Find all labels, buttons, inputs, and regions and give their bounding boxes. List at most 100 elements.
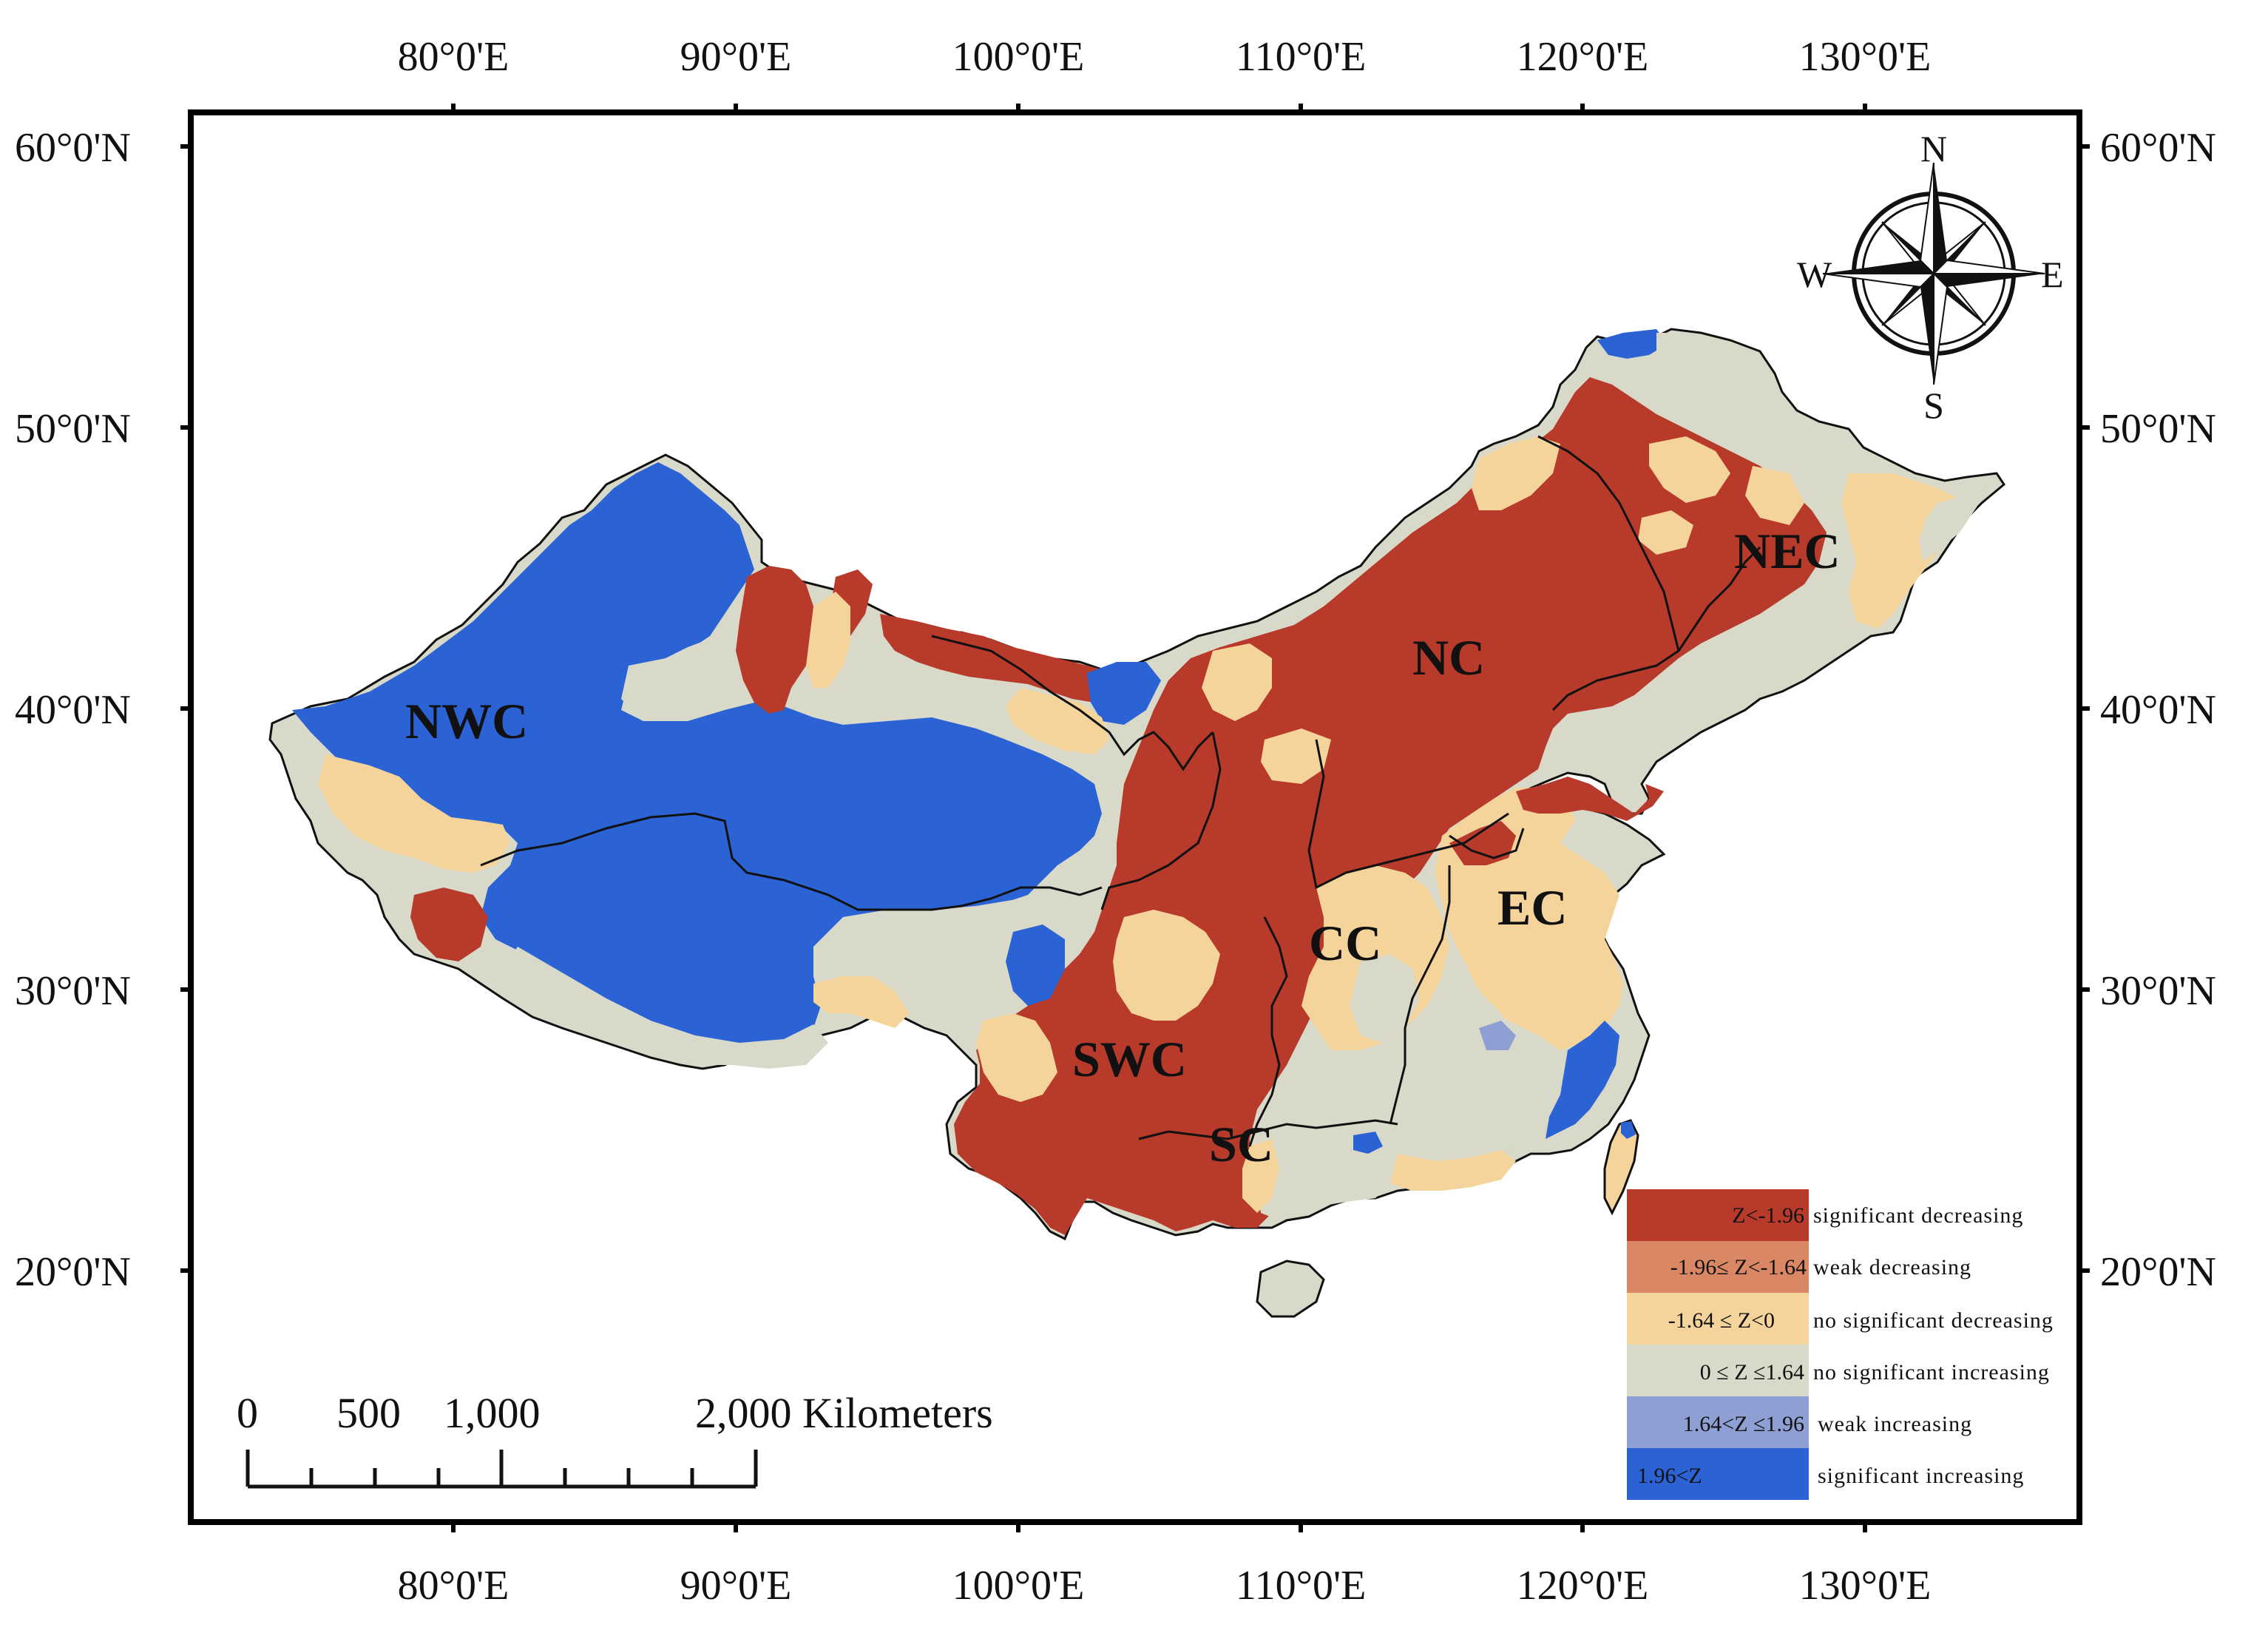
scale-label-500: 500 (336, 1389, 401, 1437)
boundary-cc-swc (1248, 916, 1288, 1147)
taiwan-island (1603, 1119, 1639, 1216)
boundary-cc-ec (1389, 865, 1451, 1125)
zone-sig-dec-shandong (1516, 777, 1664, 821)
legend-swatch-sig-inc (1627, 1448, 1809, 1500)
legend-swatch-sig-dec (1627, 1189, 1809, 1241)
longitude-labels-top: 80°0'E 90°0'E 100°0'E 110°0'E 120°0'E 13… (398, 34, 1932, 80)
region-label-nc: NC (1412, 629, 1485, 686)
scale-label-0: 0 (237, 1389, 258, 1437)
lat-label-left: 60°0'N (15, 125, 131, 171)
lat-label-right: 60°0'N (2100, 125, 2216, 171)
lon-label-bottom: 100°0'E (952, 1563, 1085, 1609)
latitude-labels-left: 60°0'N 50°0'N 40°0'N 30°0'N 20°0'N (15, 125, 131, 1295)
lat-label-left: 50°0'N (15, 406, 131, 452)
lon-label-bottom: 120°0'E (1517, 1563, 1649, 1609)
longitude-labels-bottom: 80°0'E 90°0'E 100°0'E 110°0'E 120°0'E 13… (398, 1563, 1932, 1609)
lat-label-left: 40°0'N (15, 687, 131, 733)
latitude-ticks (180, 144, 2090, 1273)
legend-item: 0 ≤ Z ≤1.64 no significant increasing (1627, 1345, 2050, 1396)
lon-label-top: 120°0'E (1517, 34, 1649, 80)
boundary-nec-inner (1677, 546, 1761, 652)
compass-south-label: S (1923, 385, 1944, 426)
legend-range-label: -1.96≤ Z<-1.64 (1670, 1255, 1807, 1279)
legend-range-label: 1.64<Z ≤1.96 (1683, 1412, 1804, 1436)
latitude-labels-right: 60°0'N 50°0'N 40°0'N 30°0'N 20°0'N (2100, 125, 2216, 1295)
lon-label-top: 80°0'E (398, 34, 510, 80)
zone-no-sig-inc-tibet-south (503, 947, 828, 1069)
zone-sig-dec-gansu (880, 614, 1139, 703)
scale-bar: 0 500 1,000 2,000 Kilometers (237, 1389, 993, 1489)
zone-no-sig-inc-nec-east (1919, 488, 1989, 562)
zone-no-sig-dec-yunnan (976, 1013, 1057, 1102)
legend-range-label: 0 ≤ Z ≤1.64 (1700, 1360, 1804, 1384)
zone-no-sig-dec-north-china-2 (1261, 728, 1331, 784)
region-label-ec: EC (1497, 879, 1567, 936)
legend-swatch-weak-inc (1627, 1396, 1809, 1448)
zone-no-sig-dec-north-china-1 (1202, 643, 1272, 721)
boundary-nec-nc (1537, 435, 1680, 711)
legend: Z<-1.96 significant decreasing -1.96≤ Z<… (1627, 1189, 2054, 1500)
lon-label-bottom: 130°0'E (1799, 1563, 1932, 1609)
lon-label-bottom: 110°0'E (1236, 1563, 1367, 1609)
zone-sig-increasing-nw (292, 462, 1102, 1050)
legend-swatch-nosig-inc (1627, 1345, 1809, 1396)
boundary-sc-top (1138, 1119, 1398, 1140)
lon-label-top: 100°0'E (952, 34, 1085, 80)
zone-sig-inc-guangxi-patch (1353, 1132, 1383, 1154)
legend-item: -1.64 ≤ Z<0 no significant decreasing (1627, 1293, 2054, 1345)
lat-label-left: 20°0'N (15, 1249, 131, 1295)
lon-label-top: 110°0'E (1236, 34, 1367, 80)
compass-north-label: N (1920, 128, 1947, 169)
legend-swatch-weak-dec (1627, 1241, 1809, 1293)
zone-no-sig-dec-guangxi (1242, 1139, 1279, 1213)
zone-no-sig-dec-tibet-east (813, 976, 910, 1028)
legend-range-label: 1.96<Z (1637, 1464, 1702, 1488)
zone-no-sig-dec-sichuan (1113, 910, 1220, 1021)
legend-description: weak increasing (1818, 1412, 1972, 1436)
region-label-sc: SC (1209, 1116, 1273, 1172)
boundary-ec-inner (1449, 828, 1525, 859)
legend-item: 1.64<Z ≤1.96 weak increasing (1627, 1396, 1972, 1448)
zone-sig-dec-tianshan (736, 566, 813, 714)
legend-item: 1.96<Z significant increasing (1627, 1448, 2024, 1500)
scale-label-2000: 2,000 Kilometers (695, 1389, 993, 1437)
zone-sig-inc-gansu-patch (1087, 662, 1161, 725)
china-landmass (268, 328, 2005, 1318)
lon-label-top: 90°0'E (680, 34, 792, 80)
zone-sig-inc-sichuan-patch (1006, 924, 1065, 1006)
zone-no-sig-inc-guangxi (1257, 1139, 1390, 1220)
legend-description: significant increasing (1818, 1464, 2024, 1488)
legend-item: Z<-1.96 significant decreasing (1627, 1189, 2023, 1241)
legend-swatch-nosig-dec (1627, 1293, 1809, 1345)
region-label-nec: NEC (1734, 523, 1841, 579)
zone-sig-dec-ec-north (1449, 821, 1516, 865)
zone-no-sig-dec-ne-3 (1745, 466, 1804, 525)
compass-cardinal-points (1822, 162, 2045, 385)
zone-sig-inc-nec-top (1597, 329, 1668, 359)
lat-label-left: 30°0'N (15, 968, 131, 1014)
scale-bar-line (246, 1450, 758, 1489)
legend-description: significant decreasing (1813, 1203, 2023, 1228)
boundary-nc-cc (1307, 739, 1509, 890)
zone-sig-dec-west-tip (410, 888, 488, 961)
taiwan-patch (1621, 1121, 1636, 1139)
hainan-island (1256, 1260, 1325, 1318)
legend-description: no significant increasing (1813, 1360, 2050, 1384)
zone-sig-inc-fujian-coast (1546, 1021, 1619, 1139)
zone-no-sig-inc-cc (1350, 954, 1420, 1043)
zone-no-sig-dec-ne-4 (1638, 510, 1693, 555)
region-boundaries (480, 435, 1761, 1147)
boundary-gansu (931, 635, 1214, 771)
zone-weak-inc-fujian (1479, 1021, 1516, 1050)
zone-no-sig-dec-ne-2 (1649, 436, 1730, 503)
legend-range-label: -1.64 ≤ Z<0 (1668, 1308, 1775, 1333)
boundary-nwc-tibet (480, 812, 1103, 911)
region-label-cc: CC (1309, 915, 1381, 971)
zone-no-sig-dec-nw-west (318, 754, 510, 873)
compass-west-label: W (1797, 254, 1832, 295)
legend-item: -1.96≤ Z<-1.64 weak decreasing (1627, 1241, 1971, 1293)
zone-no-sig-dec-guangdong (1390, 1150, 1516, 1191)
scale-label-1000: 1,000 (444, 1389, 541, 1437)
zone-no-sig-inc-se (1375, 1006, 1582, 1176)
legend-description: no significant decreasing (1813, 1308, 2054, 1333)
